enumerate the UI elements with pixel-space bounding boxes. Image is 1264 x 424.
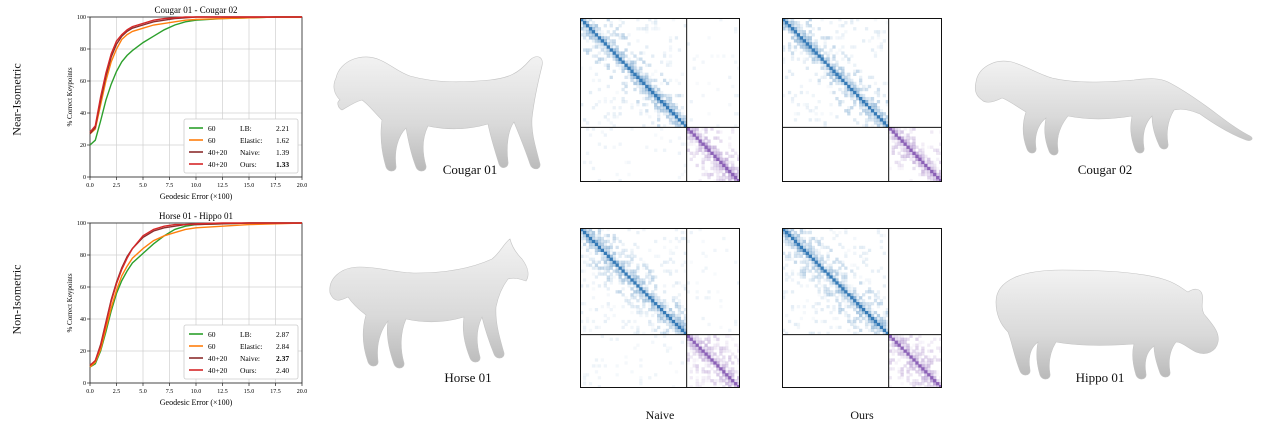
y-tick-label: 40	[80, 111, 86, 117]
chart-title: Cougar 01 - Cougar 02	[155, 5, 238, 15]
caption-cougar-01: Cougar 01	[442, 162, 498, 177]
x-tick-label: 17.5	[270, 389, 281, 395]
matrix-non-isometric-naive	[580, 228, 740, 388]
y-tick-label: 80	[80, 253, 86, 259]
caption-hippo-01: Hippo 01	[1075, 370, 1125, 385]
legend-size: 60	[208, 330, 216, 339]
x-tick-label: 0.0	[86, 389, 94, 395]
y-tick-label: 0	[83, 381, 86, 387]
legend-score: 2.84	[276, 342, 289, 351]
matrix-near-isometric-naive	[580, 18, 740, 182]
legend-size: 60	[208, 136, 216, 145]
y-tick-label: 0	[83, 175, 86, 181]
x-tick-label: 15.0	[244, 389, 255, 395]
matrix-frame	[580, 228, 740, 388]
y-axis-label: % Correct Keypoints	[66, 273, 74, 332]
series-line	[89, 222, 303, 368]
legend-box	[183, 118, 299, 174]
y-tick-label: 40	[80, 317, 86, 323]
x-tick-label: 10.0	[191, 389, 202, 395]
y-axis-label: % Correct Keypoints	[66, 67, 74, 126]
x-tick-label: 12.5	[217, 389, 228, 395]
legend-method: Naive:	[240, 148, 260, 157]
legend-method: Elastic:	[240, 136, 263, 145]
series-line	[89, 16, 302, 135]
series-line	[89, 222, 302, 366]
x-tick-label: 2.5	[113, 183, 121, 189]
matrix-cells	[580, 228, 740, 388]
x-tick-label: 2.5	[113, 389, 121, 395]
legend-method: Ours:	[240, 160, 257, 169]
shape-cougar-02	[974, 60, 1253, 156]
caption-cougar-02: Cougar 02	[1077, 162, 1133, 177]
legend-size: 40+20	[208, 148, 227, 157]
x-tick-label: 20.0	[297, 389, 308, 395]
legend-method: Naive:	[240, 354, 260, 363]
shape-hippo-01	[995, 269, 1219, 380]
legend-score: 2.37	[276, 354, 289, 363]
y-tick-label: 60	[80, 285, 86, 291]
matrix-frame	[782, 228, 942, 388]
matrix-cells	[782, 18, 942, 182]
legend-score: 1.33	[276, 160, 289, 169]
x-tick-label: 5.0	[139, 389, 147, 395]
row-label-non-isometric: Non-Isometric	[9, 264, 24, 335]
x-axis-label: Geodesic Error (×100)	[160, 398, 233, 407]
caption-ours: Ours	[850, 408, 874, 422]
legend-size: 40+20	[208, 354, 227, 363]
legend-method: LB:	[240, 330, 252, 339]
legend-method: Elastic:	[240, 342, 263, 351]
legend-score: 1.39	[276, 148, 289, 157]
legend-size: 40+20	[208, 160, 227, 169]
legend-method: LB:	[240, 124, 252, 133]
legend-method: Ours:	[240, 366, 257, 375]
legend-score: 2.21	[276, 124, 289, 133]
matrix-non-isometric-ours	[782, 228, 942, 388]
shape-cougar-01	[333, 56, 543, 172]
y-tick-label: 100	[77, 15, 86, 21]
matrix-near-isometric-ours	[782, 18, 942, 182]
x-tick-label: 17.5	[270, 183, 281, 189]
x-tick-label: 15.0	[244, 183, 255, 189]
y-tick-label: 60	[80, 79, 86, 85]
y-tick-label: 20	[80, 143, 86, 149]
caption-naive: Naive	[645, 408, 675, 422]
x-tick-label: 0.0	[86, 183, 94, 189]
x-tick-label: 7.5	[166, 183, 174, 189]
y-tick-label: 20	[80, 349, 86, 355]
legend-score: 1.62	[276, 136, 289, 145]
pck-chart-near-isometric: Cougar 01 - Cougar 02 0.0 2.5 5.0 7.5 10.0 12.…	[66, 5, 308, 201]
x-tick-label: 7.5	[166, 389, 174, 395]
legend-size: 60	[208, 124, 216, 133]
matrix-cells	[782, 228, 942, 388]
x-tick-label: 12.5	[217, 183, 228, 189]
caption-horse-01: Horse 01	[444, 370, 492, 385]
legend-score: 2.87	[276, 330, 289, 339]
matrix-cells	[580, 18, 740, 182]
y-tick-label: 100	[77, 221, 86, 227]
shape-horse-01	[329, 238, 529, 369]
x-tick-label: 5.0	[139, 183, 147, 189]
pck-chart-non-isometric: Horse 01 - Hippo 01 0.0 2.5 5.0 7.5 10.0 12.5 1…	[66, 211, 308, 407]
legend-score: 2.40	[276, 366, 289, 375]
x-axis-label: Geodesic Error (×100)	[160, 192, 233, 201]
legend-box	[183, 324, 299, 380]
legend-size: 40+20	[208, 366, 227, 375]
x-tick-label: 10.0	[191, 183, 202, 189]
row-label-near-isometric: Near-Isometric	[9, 63, 24, 136]
matrix-frame	[782, 18, 942, 182]
x-tick-label: 20.0	[297, 183, 308, 189]
legend-size: 60	[208, 342, 216, 351]
chart-title: Horse 01 - Hippo 01	[159, 211, 233, 221]
series-line	[89, 16, 302, 133]
matrix-frame	[580, 18, 740, 182]
y-tick-label: 80	[80, 47, 86, 53]
